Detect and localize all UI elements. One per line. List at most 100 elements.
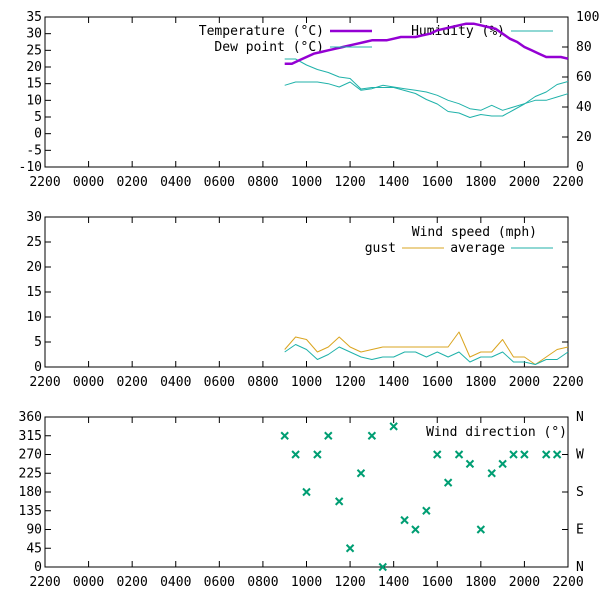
x-tick-label-1-7: 1200 (334, 375, 365, 390)
y-tick-label-2-3: 135 (19, 504, 42, 519)
x-tick-label-1-0: 2200 (29, 375, 60, 390)
wind-direction-point-9 (378, 562, 387, 572)
x-tick-label-0-11: 2000 (509, 175, 540, 190)
wind-direction-point-12 (411, 525, 420, 534)
y-tick-label-0-3: 5 (34, 110, 42, 125)
y-tick-label-2-2: 90 (26, 523, 42, 538)
legend-humidity-label: Humidity (%) (411, 24, 505, 39)
y-tick-label-1-1: 5 (34, 335, 42, 350)
x-tick-label-2-11: 2000 (509, 575, 540, 590)
x-tick-label-0-1: 0000 (73, 175, 104, 190)
x-tick-label-2-12: 2200 (552, 575, 583, 590)
wind-direction-point-8 (367, 431, 377, 440)
x-tick-label-0-12: 2200 (552, 175, 583, 190)
y2-tick-label-0-0: 0 (576, 160, 584, 175)
x-tick-label-0-9: 1600 (422, 175, 453, 190)
wind-direction-point-6 (345, 544, 355, 553)
x-tick-label-0-4: 0600 (204, 175, 235, 190)
x-tick-label-2-6: 1000 (291, 575, 322, 590)
y-tick-label-0-9: 35 (26, 10, 42, 25)
y2-tick-label-0-3: 60 (576, 70, 592, 85)
x-tick-label-2-2: 0200 (117, 575, 148, 590)
wind-direction-point-17 (465, 459, 475, 469)
wind-direction-point-0 (280, 431, 289, 440)
gust-line (284, 331, 569, 365)
legend-gust-label: gust (365, 241, 396, 256)
compass-tick-label-2-1: E (576, 523, 584, 538)
x-tick-label-1-8: 1400 (378, 375, 409, 390)
x-tick-label-1-6: 1000 (291, 375, 322, 390)
x-tick-label-1-5: 0800 (247, 375, 278, 390)
x-tick-label-1-3: 0400 (160, 375, 191, 390)
y-tick-label-0-7: 25 (26, 43, 42, 58)
x-tick-label-0-6: 1000 (291, 175, 322, 190)
x-tick-label-0-0: 2200 (29, 175, 60, 190)
wind-direction-point-1 (291, 450, 300, 459)
humidity-line (284, 58, 569, 118)
y-tick-label-1-0: 0 (34, 360, 42, 375)
wind-direction-point-3 (313, 450, 322, 459)
x-tick-label-0-8: 1400 (378, 175, 409, 190)
y-tick-label-0-4: 10 (26, 93, 42, 108)
x-tick-label-2-4: 0600 (204, 575, 235, 590)
x-tick-label-1-2: 0200 (117, 375, 148, 390)
x-tick-label-2-5: 0800 (247, 575, 278, 590)
legend-temperature-label: Temperature (°C) (199, 24, 324, 39)
y-tick-label-1-2: 10 (26, 310, 42, 325)
x-tick-label-1-10: 1800 (465, 375, 496, 390)
wind-direction-point-13 (422, 506, 431, 515)
x-tick-label-1-11: 2000 (509, 375, 540, 390)
wind-direction-point-18 (476, 525, 486, 534)
x-tick-label-0-3: 0400 (160, 175, 191, 190)
average-line (284, 344, 569, 365)
wind-direction-point-14 (433, 450, 442, 459)
y-tick-label-2-5: 225 (19, 466, 42, 481)
y-tick-label-2-6: 270 (19, 448, 42, 463)
wind-direction-point-2 (302, 487, 311, 497)
y-tick-label-1-4: 20 (26, 260, 42, 275)
wind-direction-point-4 (324, 431, 333, 440)
legend-dewpoint-label: Dew point (°C) (214, 40, 324, 55)
y2-tick-label-0-5: 100 (576, 10, 599, 25)
y-tick-label-1-5: 25 (26, 235, 42, 250)
wind-direction-point-15 (443, 478, 453, 487)
y-tick-label-0-5: 15 (26, 77, 42, 92)
wind-direction-point-21 (509, 450, 518, 459)
legend-wind-direction-title: Wind direction (°) (426, 425, 567, 440)
compass-tick-label-2-0: N (576, 560, 584, 575)
x-tick-label-0-2: 0200 (117, 175, 148, 190)
wind-direction-point-11 (400, 515, 409, 525)
compass-tick-label-2-3: W (576, 448, 584, 463)
x-tick-label-1-9: 1600 (422, 375, 453, 390)
y-tick-label-0-2: 0 (34, 127, 42, 142)
wind-direction-point-16 (454, 450, 464, 459)
y-tick-label-2-0: 0 (34, 560, 42, 575)
compass-tick-label-2-4: N (576, 410, 584, 425)
y-tick-label-2-4: 180 (19, 485, 42, 500)
y-tick-label-1-3: 15 (26, 285, 42, 300)
wind-direction-point-22 (520, 450, 529, 459)
y-tick-label-2-7: 315 (19, 429, 42, 444)
y-tick-label-0-6: 20 (26, 60, 42, 75)
x-tick-label-0-5: 0800 (247, 175, 278, 190)
y-tick-label-0-1: -5 (26, 143, 42, 158)
y-tick-label-1-6: 30 (26, 210, 42, 225)
wind-direction-point-24 (552, 450, 562, 459)
x-tick-label-0-10: 1800 (465, 175, 496, 190)
wind-direction-point-19 (487, 469, 496, 478)
y-tick-label-2-8: 360 (19, 410, 42, 425)
x-tick-label-2-9: 1600 (422, 575, 453, 590)
y2-tick-label-0-2: 40 (576, 100, 592, 115)
x-tick-label-2-10: 1800 (465, 575, 496, 590)
x-tick-label-2-0: 2200 (29, 575, 60, 590)
wind-direction-point-23 (542, 450, 551, 459)
x-tick-label-2-7: 1200 (334, 575, 365, 590)
legend-average-label: average (450, 241, 505, 256)
x-tick-label-2-1: 0000 (73, 575, 104, 590)
wind-direction-point-10 (389, 422, 398, 431)
x-tick-label-1-1: 0000 (73, 375, 104, 390)
wind-direction-point-20 (498, 459, 507, 469)
x-tick-label-2-8: 1400 (378, 575, 409, 590)
